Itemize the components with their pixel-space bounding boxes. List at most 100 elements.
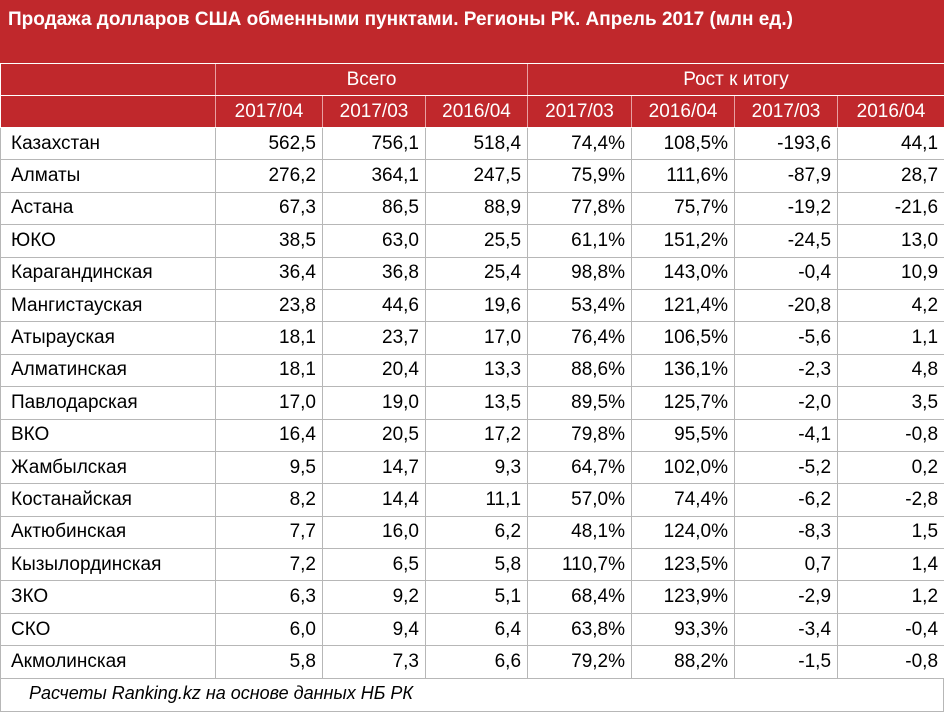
source-footnote: Расчеты Ranking.kz на основе данных НБ Р… (0, 679, 944, 712)
value-cell: 79,8% (528, 419, 632, 451)
value-cell: 16,0 (323, 516, 426, 548)
value-cell: 93,3% (632, 613, 735, 645)
value-cell: -0,4 (735, 257, 838, 289)
value-cell: 95,5% (632, 419, 735, 451)
region-name-cell: Актюбинская (1, 516, 216, 548)
region-name-cell: Казахстан (1, 128, 216, 160)
value-cell: 77,8% (528, 192, 632, 224)
value-cell: 276,2 (216, 160, 323, 192)
value-cell: 7,2 (216, 549, 323, 581)
value-cell: 1,4 (838, 549, 944, 581)
value-cell: 151,2% (632, 225, 735, 257)
value-cell: 13,3 (426, 354, 528, 386)
region-name-cell: Жамбылская (1, 451, 216, 483)
value-cell: 75,9% (528, 160, 632, 192)
value-cell: 6,2 (426, 516, 528, 548)
value-cell: 75,7% (632, 192, 735, 224)
region-name-cell: Акмолинская (1, 646, 216, 678)
value-cell: 6,0 (216, 613, 323, 645)
value-cell: 7,3 (323, 646, 426, 678)
value-cell: 7,7 (216, 516, 323, 548)
value-cell: -0,8 (838, 646, 944, 678)
header-blank-cell (1, 64, 216, 96)
value-cell: 1,1 (838, 322, 944, 354)
region-name-cell: Карагандинская (1, 257, 216, 289)
value-cell: 25,4 (426, 257, 528, 289)
region-name-cell: СКО (1, 613, 216, 645)
value-cell: 756,1 (323, 128, 426, 160)
value-cell: 79,2% (528, 646, 632, 678)
value-cell: 23,8 (216, 289, 323, 321)
value-cell: 6,4 (426, 613, 528, 645)
value-cell: 143,0% (632, 257, 735, 289)
value-cell: 76,4% (528, 322, 632, 354)
value-cell: 9,5 (216, 451, 323, 483)
value-cell: 23,7 (323, 322, 426, 354)
value-cell: 68,4% (528, 581, 632, 613)
value-cell: 0,2 (838, 451, 944, 483)
header-period: 2016/04 (426, 96, 528, 128)
value-cell: 74,4% (632, 484, 735, 516)
value-cell: 10,9 (838, 257, 944, 289)
value-cell: -20,8 (735, 289, 838, 321)
value-cell: -5,2 (735, 451, 838, 483)
value-cell: -1,5 (735, 646, 838, 678)
value-cell: 89,5% (528, 387, 632, 419)
region-name-cell: Алматы (1, 160, 216, 192)
value-cell: 123,9% (632, 581, 735, 613)
value-cell: 124,0% (632, 516, 735, 548)
value-cell: 5,8 (426, 549, 528, 581)
value-cell: 106,5% (632, 322, 735, 354)
header-period: 2017/03 (323, 96, 426, 128)
value-cell: 86,5 (323, 192, 426, 224)
region-name-cell: Атырауская (1, 322, 216, 354)
value-cell: 562,5 (216, 128, 323, 160)
value-cell: -2,8 (838, 484, 944, 516)
value-cell: -0,4 (838, 613, 944, 645)
header-period: 2017/04 (216, 96, 323, 128)
value-cell: 121,4% (632, 289, 735, 321)
region-name-cell: Алматинская (1, 354, 216, 386)
value-cell: 1,2 (838, 581, 944, 613)
value-cell: -21,6 (838, 192, 944, 224)
value-cell: 1,5 (838, 516, 944, 548)
header-group-row: Всего Рост к итогу (1, 64, 944, 96)
value-cell: 64,7% (528, 451, 632, 483)
value-cell: 74,4% (528, 128, 632, 160)
value-cell: 28,7 (838, 160, 944, 192)
value-cell: 57,0% (528, 484, 632, 516)
value-cell: 108,5% (632, 128, 735, 160)
value-cell: -5,6 (735, 322, 838, 354)
value-cell: -2,9 (735, 581, 838, 613)
value-cell: 19,0 (323, 387, 426, 419)
value-cell: -19,2 (735, 192, 838, 224)
header-period: 2016/04 (838, 96, 944, 128)
value-cell: 102,0% (632, 451, 735, 483)
value-cell: 125,7% (632, 387, 735, 419)
value-cell: 136,1% (632, 354, 735, 386)
value-cell: -87,9 (735, 160, 838, 192)
header-group-growth: Рост к итогу (528, 64, 944, 96)
value-cell: 88,2% (632, 646, 735, 678)
value-cell: 6,5 (323, 549, 426, 581)
value-cell: 518,4 (426, 128, 528, 160)
value-cell: 44,1 (838, 128, 944, 160)
data-table: Всего Рост к итогу 2017/04 2017/03 2016/… (0, 64, 944, 679)
value-cell: 14,4 (323, 484, 426, 516)
value-cell: 5,8 (216, 646, 323, 678)
value-cell: 123,5% (632, 549, 735, 581)
value-cell: -193,6 (735, 128, 838, 160)
header-blank-cell (1, 96, 216, 128)
region-name-cell: Костанайская (1, 484, 216, 516)
value-cell: 364,1 (323, 160, 426, 192)
region-name-cell: Кызылординская (1, 549, 216, 581)
value-cell: -2,0 (735, 387, 838, 419)
